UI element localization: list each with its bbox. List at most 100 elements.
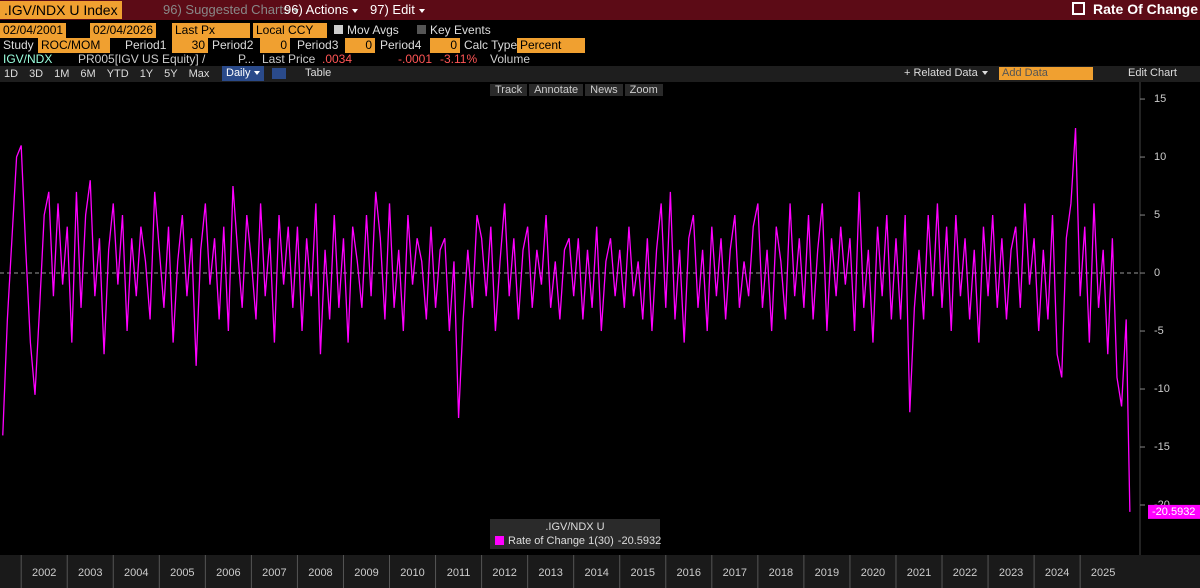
x-tick-label: 2009 <box>354 567 378 579</box>
period-button[interactable]: 5Y <box>164 68 178 80</box>
last-value-badge <box>1148 504 1200 519</box>
chart-tool[interactable]: News <box>585 84 623 96</box>
y-tick-label: 15 <box>1154 93 1166 105</box>
checkbox <box>417 25 426 34</box>
suggested-charts[interactable]: 96) Suggested Charts <box>163 2 300 17</box>
y-tick-label: -15 <box>1154 441 1170 453</box>
end-date[interactable]: 02/04/2026 <box>90 23 157 38</box>
x-tick-label: 2021 <box>907 567 931 579</box>
x-axis-band <box>0 555 1200 588</box>
change: -.0001 <box>398 52 433 66</box>
period-field[interactable]: 30 <box>172 38 208 53</box>
study-field[interactable]: ROC/MOM <box>38 38 110 53</box>
legend-value: -20.5932 <box>618 535 661 547</box>
chart-icon[interactable] <box>272 68 286 79</box>
period-button[interactable]: YTD <box>106 68 129 80</box>
legend-box <box>490 519 660 549</box>
x-tick-label: 2006 <box>216 567 240 579</box>
price-field[interactable]: Last Px <box>172 23 250 38</box>
calc-field[interactable]: Percent <box>517 38 585 53</box>
period-button[interactable]: 6M <box>80 68 96 80</box>
chart-tool[interactable]: Zoom <box>624 84 663 96</box>
period-label: Period1 <box>125 38 167 52</box>
actions-menu[interactable]: 96) Actions <box>284 2 359 17</box>
x-tick-label: 2015 <box>631 567 655 579</box>
legend-title: .IGV/NDX U <box>545 521 604 533</box>
x-tick-label: 2002 <box>32 567 56 579</box>
last-value: -20.5932 <box>1152 506 1195 518</box>
x-tick-label: 2008 <box>308 567 332 579</box>
x-tick-label: 2003 <box>78 567 102 579</box>
page-title: Rate Of Change <box>1072 2 1198 17</box>
x-tick-label: 2011 <box>447 567 471 579</box>
related-data[interactable]: + Related Data <box>904 66 988 81</box>
add-data[interactable]: Add Data <box>999 67 1093 80</box>
period-button[interactable]: 3D <box>29 68 44 80</box>
toolbar <box>0 66 1200 82</box>
actions-text: 96) Actions <box>284 2 349 17</box>
edit-chart[interactable]: Edit Chart <box>1128 67 1177 79</box>
series-line <box>2 128 1131 512</box>
period-button[interactable]: 1M <box>54 68 70 80</box>
period-button[interactable]: Max <box>188 68 210 80</box>
edit-text: 97) Edit <box>370 2 415 17</box>
chart: 151050-5-10-15-2020022003200420052006200… <box>0 82 1200 588</box>
period-field[interactable]: 0 <box>260 38 290 53</box>
key-events[interactable]: Key Events <box>417 23 491 38</box>
start-date[interactable]: 02/04/2001 <box>0 23 67 38</box>
x-tick-label: 2022 <box>953 567 977 579</box>
y-tick-label: 5 <box>1154 209 1160 221</box>
x-tick-label: 2012 <box>492 567 516 579</box>
period-label: Period2 <box>212 38 254 52</box>
x-tick-label: 2024 <box>1045 567 1069 579</box>
period-field[interactable]: 0 <box>430 38 460 53</box>
volume-label: Volume <box>490 52 531 66</box>
security-field[interactable]: .IGV/NDX U Index <box>0 1 122 19</box>
x-tick-label: 2018 <box>769 567 793 579</box>
legend-swatch <box>495 536 504 545</box>
y-tick-label: 0 <box>1154 267 1160 279</box>
period-button[interactable]: 1D <box>4 68 19 80</box>
mov-avgs[interactable]: Mov Avgs <box>334 23 399 38</box>
y-tick-label: -5 <box>1154 325 1164 337</box>
y-tick-label: 10 <box>1154 151 1166 163</box>
checkbox <box>334 25 343 34</box>
x-tick-label: 2025 <box>1091 567 1115 579</box>
x-tick-label: 2005 <box>170 567 194 579</box>
period-buttons: 1D 3D 1M 6M YTD 1Y 5Y Max <box>4 66 220 82</box>
x-tick-label: 2013 <box>538 567 562 579</box>
related-text: + Related Data <box>904 67 978 79</box>
period-label: Period3 <box>297 38 339 52</box>
y-tick-label: -10 <box>1154 383 1170 395</box>
change-pct: -3.11% <box>440 52 478 66</box>
frequency[interactable]: Daily <box>222 66 265 81</box>
x-tick-label: 2017 <box>723 567 747 579</box>
last-price-label: Last Price <box>262 52 316 66</box>
chart-tool[interactable]: Track <box>490 84 528 96</box>
table-button[interactable]: Table <box>305 67 332 79</box>
currency-field[interactable]: Local CCY <box>253 23 327 38</box>
x-tick-label: 2014 <box>584 567 608 579</box>
expression: PR005[IGV US Equity] / <box>78 52 206 66</box>
period-field[interactable]: 0 <box>345 38 375 53</box>
key-events-text: Key Events <box>430 23 491 37</box>
expression-more: P... <box>238 52 255 66</box>
chart-tools: Track Annotate News Zoom <box>490 82 665 98</box>
title-icon <box>1072 2 1085 15</box>
last-price: .0034 <box>322 52 353 66</box>
x-tick-label: 2016 <box>677 567 701 579</box>
ticker: IGV/NDX <box>3 52 53 66</box>
calc-label: Calc Type <box>464 38 518 52</box>
period-label: Period4 <box>380 38 422 52</box>
period-button[interactable]: 1Y <box>139 68 154 80</box>
edit-menu[interactable]: 97) Edit <box>370 2 425 17</box>
frequency-text: Daily <box>226 67 251 79</box>
chart-tool[interactable]: Annotate <box>529 84 584 96</box>
mov-avgs-text: Mov Avgs <box>347 23 399 37</box>
study-label: Study <box>3 38 34 52</box>
x-tick-label: 2010 <box>400 567 424 579</box>
x-tick-label: 2007 <box>262 567 286 579</box>
top-bar <box>0 0 1200 20</box>
suggested-text: 96) Suggested Charts <box>163 2 290 17</box>
